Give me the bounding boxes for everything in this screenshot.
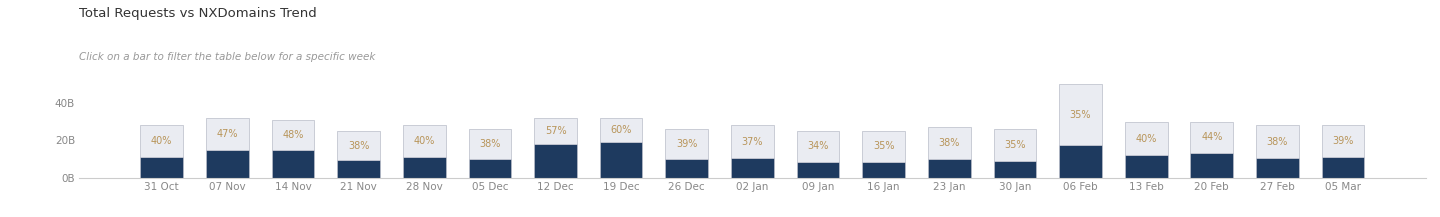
Bar: [600, 118, 642, 142]
Bar: [206, 118, 249, 150]
Bar: [1191, 153, 1233, 178]
Bar: [796, 162, 840, 178]
Bar: [927, 127, 971, 159]
Bar: [468, 159, 511, 178]
Text: 44%: 44%: [1201, 132, 1223, 142]
Bar: [272, 120, 314, 150]
Bar: [665, 159, 708, 178]
Text: 38%: 38%: [348, 141, 369, 151]
Bar: [1322, 158, 1364, 178]
Bar: [141, 125, 183, 157]
Bar: [732, 158, 773, 178]
Bar: [927, 159, 971, 178]
Text: 40%: 40%: [413, 136, 435, 146]
Text: 40%: 40%: [1136, 133, 1156, 143]
Bar: [337, 160, 380, 178]
Text: 38%: 38%: [1267, 137, 1289, 147]
Bar: [403, 125, 445, 157]
Text: 39%: 39%: [1332, 136, 1354, 146]
Bar: [863, 161, 904, 178]
Text: 38%: 38%: [939, 138, 960, 148]
Bar: [1256, 158, 1299, 178]
Bar: [600, 142, 642, 178]
Text: Click on a bar to filter the table below for a specific week: Click on a bar to filter the table below…: [79, 52, 376, 62]
Text: 38%: 38%: [480, 139, 501, 149]
Text: 37%: 37%: [742, 137, 763, 147]
Bar: [863, 131, 904, 161]
Bar: [1125, 122, 1168, 155]
Bar: [468, 129, 511, 159]
Bar: [534, 118, 577, 144]
Bar: [1125, 155, 1168, 178]
Bar: [1060, 84, 1102, 145]
Bar: [1060, 145, 1102, 178]
Bar: [1322, 125, 1364, 158]
Text: Total Requests vs NXDomains Trend: Total Requests vs NXDomains Trend: [79, 7, 317, 20]
Text: 60%: 60%: [611, 125, 632, 135]
Text: 48%: 48%: [282, 130, 304, 140]
Bar: [732, 125, 773, 158]
Bar: [206, 150, 249, 178]
Text: 35%: 35%: [1004, 140, 1025, 150]
Bar: [796, 131, 840, 162]
Text: 35%: 35%: [1070, 110, 1092, 120]
Text: 57%: 57%: [544, 126, 566, 136]
Bar: [534, 144, 577, 178]
Text: 40%: 40%: [151, 136, 173, 146]
Bar: [141, 157, 183, 178]
Bar: [1256, 125, 1299, 158]
Bar: [994, 129, 1037, 161]
Text: 34%: 34%: [808, 141, 828, 151]
Bar: [272, 150, 314, 178]
Text: 35%: 35%: [873, 141, 894, 151]
Bar: [994, 161, 1037, 178]
Bar: [403, 157, 445, 178]
Text: 39%: 39%: [677, 139, 697, 149]
Text: 47%: 47%: [216, 129, 238, 139]
Bar: [665, 129, 708, 159]
Bar: [337, 131, 380, 160]
Bar: [1191, 122, 1233, 153]
